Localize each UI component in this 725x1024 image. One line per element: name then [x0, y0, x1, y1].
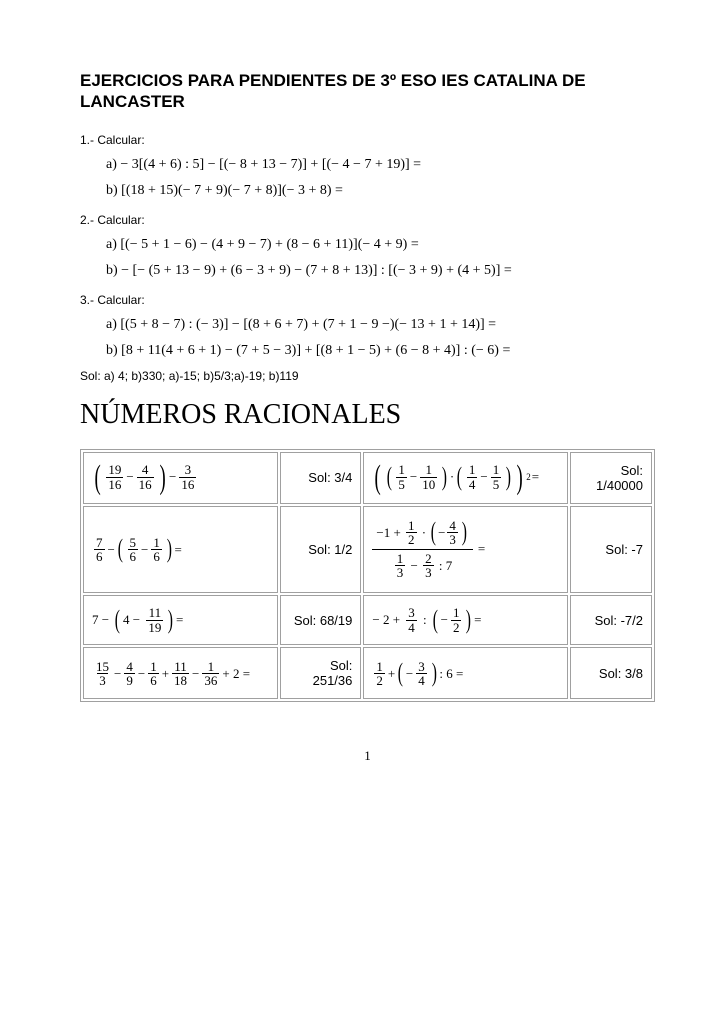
r3c2-sol: Sol: -7/2	[570, 595, 652, 645]
page-number: 1	[80, 748, 655, 764]
r1c2-expr: ( ( 15 − 110 ) · ( 14 − 15 ) )2 =	[363, 452, 568, 504]
r2c1-sol: Sol: 1/2	[280, 506, 362, 594]
r1c1-expr: ( 1916 − 416 ) − 316	[83, 452, 278, 504]
ex2-a: a) [(− 5 + 1 − 6) − (4 + 9 − 7) + (8 − 6…	[106, 237, 655, 253]
r4c2-sol: Sol: 3/8	[570, 647, 652, 699]
r4c1-expr: 153 − 49 − 16 + 1118 − 136 + 2 =	[83, 647, 278, 699]
ex1-b: b) [(18 + 15)(− 7 + 9)(− 7 + 8)](− 3 + 8…	[106, 183, 655, 199]
r3c1-expr: 7 − ( 4 − 1119 ) =	[83, 595, 278, 645]
section-title: NÚMEROS RACIONALES	[80, 399, 655, 431]
r4c2-expr: 12 + ( − 34 ) : 6 =	[363, 647, 568, 699]
r1c1-sol: Sol: 3/4	[280, 452, 362, 504]
solutions-line: Sol: a) 4; b)330; a)-15; b)5/3;a)-19; b)…	[80, 369, 655, 383]
ex3-label: 3.- Calcular:	[80, 293, 655, 307]
r2c1-expr: 76 − ( 56 − 16 ) =	[83, 506, 278, 594]
r4c1-sol: Sol: 251/36	[280, 647, 362, 699]
ex2-label: 2.- Calcular:	[80, 213, 655, 227]
ex3-a: a) [(5 + 8 − 7) : (− 3)] − [(8 + 6 + 7) …	[106, 317, 655, 333]
ex2-b: b) − [− (5 + 13 − 9) + (6 − 3 + 9) − (7 …	[106, 263, 655, 279]
r2c2-expr: −1 + 12 · ( − 43 ) 13 − 23 :	[363, 506, 568, 594]
r1c2-sol: Sol: 1/40000	[570, 452, 652, 504]
rationals-table: ( 1916 − 416 ) − 316 Sol: 3/4 ( ( 15 − 1…	[80, 449, 655, 703]
r2c2-sol: Sol: -7	[570, 506, 652, 594]
ex1-a: a) − 3[(4 + 6) : 5] − [(− 8 + 13 − 7)] +…	[106, 157, 655, 173]
ex3-b: b) [8 + 11(4 + 6 + 1) − (7 + 5 − 3)] + […	[106, 343, 655, 359]
page-title: EJERCICIOS PARA PENDIENTES DE 3º ESO IES…	[80, 70, 655, 113]
ex1-label: 1.- Calcular:	[80, 133, 655, 147]
r3c2-expr: − 2 + 34 : ( − 12 ) =	[363, 595, 568, 645]
r3c1-sol: Sol: 68/19	[280, 595, 362, 645]
